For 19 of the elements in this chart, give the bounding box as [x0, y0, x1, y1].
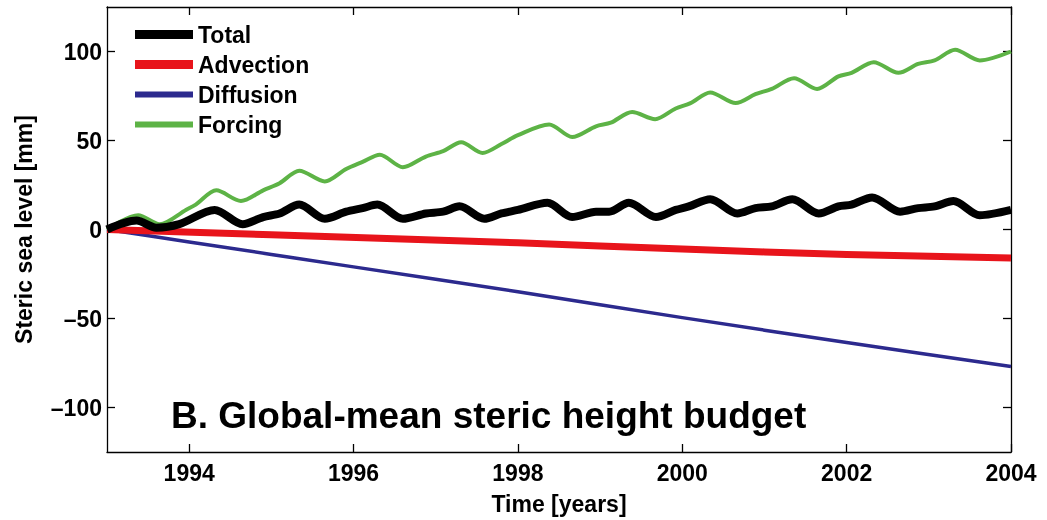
x-tick-label: 1998	[492, 459, 544, 486]
x-tick-label: 1994	[163, 459, 215, 486]
y-tick-label: 50	[76, 127, 102, 154]
x-tick-label: 2002	[821, 459, 873, 486]
y-tick-label: –50	[63, 305, 102, 332]
legend-label: Advection	[198, 51, 310, 78]
line-series	[105, 47, 1013, 232]
x-tick-label: 2000	[656, 459, 708, 486]
legend-label: Forcing	[198, 111, 283, 138]
y-tick-label: –100	[50, 394, 102, 421]
text: B. Global-mean steric height budget	[171, 395, 807, 436]
y-tick-label: 0	[89, 216, 102, 243]
y-tick-label: 100	[63, 38, 102, 65]
legend-label: Total	[198, 21, 252, 48]
y-axis-title: Steric sea level [mm]	[10, 115, 37, 344]
x-axis-title: Time [years]	[491, 490, 627, 517]
x-tick-label: 2004	[985, 459, 1037, 486]
x-tick-label: 1996	[327, 459, 380, 486]
legend-label: Diffusion	[198, 81, 298, 108]
